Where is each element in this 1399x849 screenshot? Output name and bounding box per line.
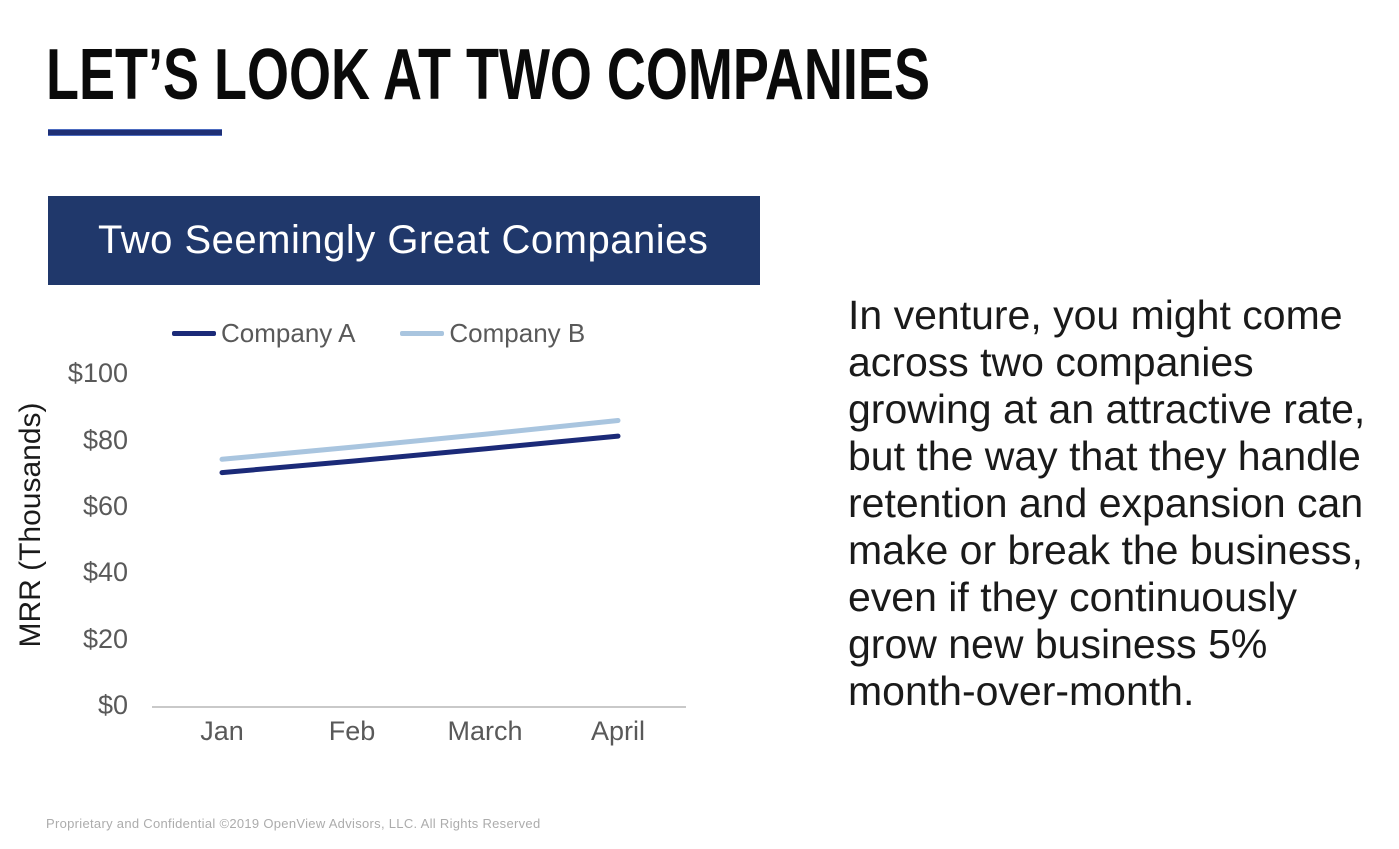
series-line-company-b [219, 418, 621, 462]
y-tick-label: $40 [82, 557, 128, 587]
series-line-company-a [219, 433, 621, 476]
y-tick-label: $60 [82, 491, 128, 521]
x-axis-line [152, 706, 686, 708]
company-b-line-swatch [400, 331, 445, 336]
legend-label-company-b: Company B [449, 318, 586, 348]
x-tick-label: Jan [200, 716, 244, 746]
legend-item-company-b: Company B [400, 318, 585, 349]
x-tick-label: Feb [328, 716, 376, 746]
chart-legend: Company A Company B [172, 318, 585, 349]
slide-title: LET’S LOOK AT TWO COMPANIES [46, 35, 930, 115]
title-underline-accent [48, 129, 222, 136]
y-tick-label: $100 [67, 358, 128, 388]
footer-copyright: Proprietary and Confidential ©2019 OpenV… [46, 816, 541, 831]
y-tick-label: $0 [97, 690, 128, 720]
chart-title: Two Seemingly Great Companies [98, 218, 709, 262]
y-tick-label: $20 [82, 624, 128, 654]
chart-title-banner: Two Seemingly Great Companies [48, 196, 760, 285]
slide-body-text: In venture, you might come across two co… [848, 292, 1366, 714]
x-tick-label: March [447, 716, 523, 746]
chart-lines [219, 418, 621, 476]
legend-item-company-a: Company A [172, 318, 355, 349]
x-tick-label: April [590, 716, 646, 746]
legend-label-company-a: Company A [221, 318, 356, 348]
y-tick-label: $80 [82, 425, 128, 455]
company-a-line-swatch [172, 331, 216, 336]
